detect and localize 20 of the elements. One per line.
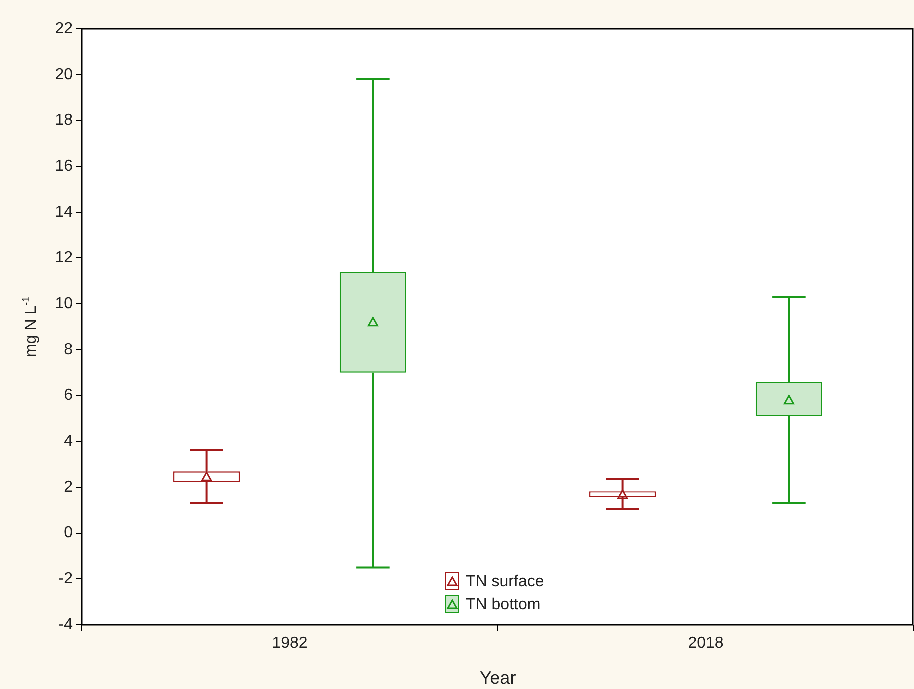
y-tick-label: 4	[64, 433, 74, 450]
y-tick-label: 20	[55, 66, 74, 84]
y-axis-title: mg N L-1	[22, 296, 40, 358]
y-tick-label: -2	[58, 570, 74, 588]
y-tick-label: 8	[64, 341, 74, 358]
x-tick-label: 1982	[272, 635, 308, 652]
y-tick-label: 22	[55, 20, 74, 38]
y-tick-label: 16	[55, 158, 74, 175]
y-tick-label: 10	[55, 295, 74, 312]
x-tick-label: 2018	[688, 635, 724, 652]
legend-label: TN bottom	[466, 596, 541, 614]
y-tick-label: -4	[58, 616, 74, 634]
y-tick-label: 12	[55, 250, 74, 267]
x-axis-title: Year	[480, 668, 516, 688]
y-tick-label: 6	[64, 387, 74, 404]
y-tick-label: 2	[64, 478, 74, 496]
legend-label: TN surface	[466, 573, 544, 590]
y-tick-label: 18	[55, 112, 74, 130]
y-tick-label: 14	[55, 204, 74, 221]
y-tick-label: 0	[64, 524, 74, 542]
